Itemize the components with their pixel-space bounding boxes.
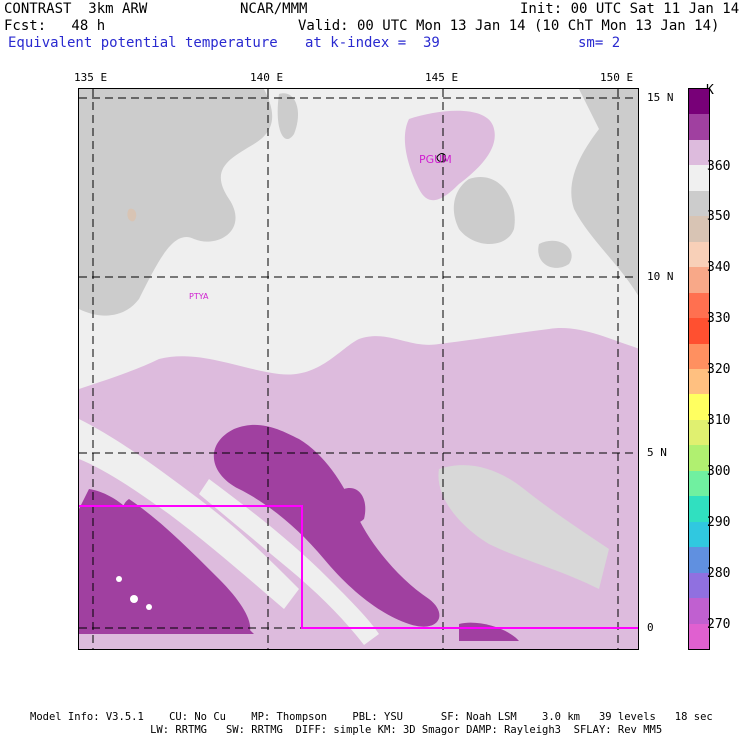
whitish-stripe-mid [199,479,379,645]
map-panel: PGUM PTYA [78,88,639,650]
colorbar-swatch [689,139,709,166]
model-title: CONTRAST 3km ARW [4,1,148,17]
colorbar-swatch [689,496,709,523]
colorbar [688,88,710,650]
colorbar-label: 330 [707,311,731,326]
colorbar-swatch [689,470,709,497]
nested-domain-box [79,505,638,629]
colorbar-swatch [689,394,709,421]
model-info-line2: LW: RRTMG SW: RRTMG DIFF: simple KM: 3D … [30,724,663,736]
colorbar-label: 300 [707,464,731,479]
lat-label-15n: 15 N [647,91,674,104]
colorbar-swatch [689,598,709,625]
lon-label-145: 145 E [425,71,459,84]
colorbar-swatch [689,318,709,345]
smoothing-info: sm= 2 [578,35,621,51]
lavender-north-gum [404,110,495,201]
white-speck [116,576,122,582]
colorbar-label: 290 [707,515,731,530]
purple-blob-east [343,488,366,523]
colorbar-label: 310 [707,413,731,428]
colorbar-label: 320 [707,362,731,377]
lon-label-135: 135 E [74,71,108,84]
colorbar-swatch [689,190,709,217]
colorbar-swatch [689,572,709,599]
colorbar-swatch [689,292,709,319]
gray-region-west [79,89,273,316]
init-time: Init: 00 UTC Sat 11 Jan 14 [520,1,740,17]
colorbar-swatch [689,369,709,395]
model-info-line1: Model Info: V3.5.1 CU: No Cu MP: Thompso… [30,711,713,723]
colorbar-swatch [689,89,709,115]
colorbar-swatch [689,267,709,294]
colorbar-swatch [689,241,709,268]
colorbar-swatch [689,445,709,472]
purple-core-central [213,424,440,627]
lon-label-150: 150 E [600,71,634,84]
lat-label-10n: 10 N [647,270,674,283]
whitish-stripe-west [79,419,299,609]
colorbar-label: 340 [707,260,731,275]
colorbar-swatch [689,547,709,574]
colorbar-label: 350 [707,209,731,224]
level-info: at k-index = 39 [305,35,440,51]
colorbar-swatch [689,521,709,548]
colorbar-label: 270 [707,617,731,632]
colorbar-label: 360 [707,159,731,174]
white-speck [130,595,138,603]
colorbar-label: 280 [707,566,731,581]
station-pgum: PGUM [419,153,452,166]
field-name: Equivalent potential temperature [8,35,278,51]
white-speck [146,604,152,610]
lon-label-140: 140 E [250,71,284,84]
lat-label-0: 0 [647,621,654,634]
colorbar-swatch [689,419,709,446]
colorbar-swatch [689,343,709,370]
theta-e-field [79,89,638,649]
organization: NCAR/MMM [240,1,308,17]
gray-inner-band [438,465,609,589]
colorbar-swatch [689,623,709,650]
gray-island-east [453,177,515,244]
valid-time: Valid: 00 UTC Mon 13 Jan 14 (10 ChT Mon … [298,18,720,34]
forecast-hour: Fcst: 48 h [4,18,106,34]
station-ptya: PTYA [189,292,209,301]
tan-patch [127,208,137,222]
lat-label-5n: 5 N [647,446,667,459]
colorbar-swatch [689,114,709,141]
gray-region-north [277,93,299,140]
colorbar-swatch [689,165,709,192]
coastline-guam [436,153,446,163]
gray-island-se [538,240,572,268]
purple-stripe-sw [122,499,251,634]
gray-region-ne [571,89,638,296]
lavender-band-south [79,328,638,649]
colorbar-swatch [689,216,709,243]
